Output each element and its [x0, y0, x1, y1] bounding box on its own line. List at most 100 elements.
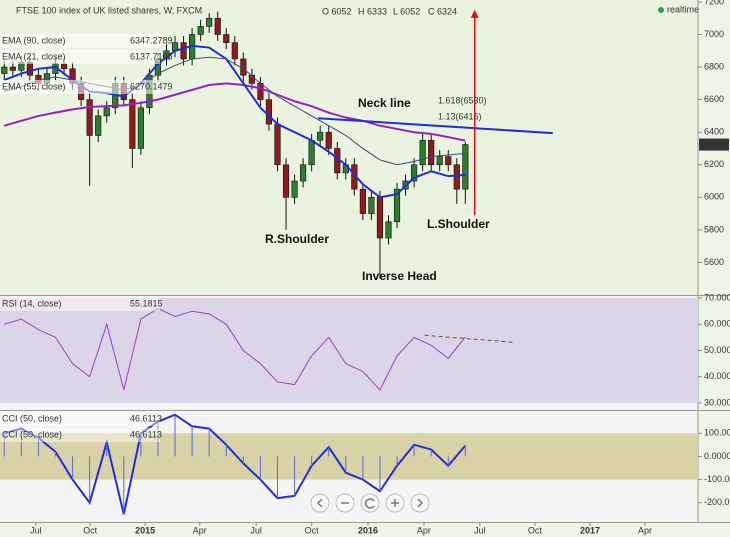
ohlc-summary: O 6052 — [322, 6, 352, 16]
legend-value: 55.1815 — [130, 298, 163, 308]
x-tick-label: 2016 — [358, 525, 378, 535]
x-tick-label: Jul — [30, 525, 42, 535]
candle-body — [206, 17, 213, 27]
y-tick-label: 6000 — [704, 192, 724, 202]
indicator-line — [4, 308, 466, 391]
ohlc-summary: C 6324 — [428, 6, 457, 16]
x-tick-label: Apr — [193, 525, 207, 535]
reset-button[interactable] — [360, 493, 380, 513]
arrow-head — [470, 9, 479, 18]
legend-box — [0, 412, 160, 426]
candle-body — [359, 188, 366, 214]
x-tick-label: Oct — [305, 525, 320, 535]
y-tick-label: 6800 — [704, 61, 724, 71]
candle-body — [265, 99, 273, 125]
legend-box — [0, 80, 160, 94]
y-tick-label: 70.0000 — [704, 292, 730, 302]
candle-body — [411, 164, 418, 182]
x-tick-label: Jul — [250, 525, 262, 535]
y-tick-label: 6600 — [704, 94, 724, 104]
candle-body — [257, 83, 264, 100]
legend-label: RSI (14, close) — [2, 298, 62, 308]
candle-body — [129, 99, 136, 149]
candle-body — [137, 107, 144, 149]
candle-body — [197, 26, 204, 35]
x-tick-label: 2017 — [580, 525, 600, 535]
candle-body — [300, 164, 307, 182]
y-tick-label: 60.0000 — [704, 319, 730, 329]
legend-value: 6347.2789 — [130, 35, 173, 45]
status-label: realtime — [667, 4, 699, 14]
zoom-out-button[interactable] — [335, 493, 355, 513]
annotation: R.Shoulder — [265, 232, 329, 246]
status-dot — [658, 7, 664, 13]
legend-value: 6270.1479 — [130, 81, 173, 91]
candle-body — [445, 156, 452, 166]
legend-box — [0, 428, 160, 442]
price-panel — [0, 0, 698, 295]
y-tick-label: 100.0000 — [704, 428, 730, 438]
legend-box — [0, 50, 160, 64]
price-tag — [699, 138, 729, 151]
candle-body — [376, 197, 384, 239]
y-tick-label: -200.0000 — [704, 497, 730, 507]
candle-body — [308, 140, 315, 166]
y-tick-label: 6400 — [704, 127, 724, 137]
annotation: 1.618(6530) — [438, 95, 487, 105]
indicator-band — [0, 298, 698, 403]
ohlc-summary: L 6052 — [393, 6, 420, 16]
y-tick-label: 7000 — [704, 29, 724, 39]
y-tick-label: 40.0000 — [704, 371, 730, 381]
x-tick-label: Jul — [474, 525, 486, 535]
x-tick-label: Oct — [83, 525, 98, 535]
indicator-line — [3, 82, 466, 142]
y-tick-label: 5600 — [704, 257, 724, 267]
legend-label: CCI (50, close) — [2, 413, 62, 423]
candle-body — [95, 115, 102, 136]
candle-body — [428, 140, 435, 166]
price-tag-label: 6324 — [702, 139, 722, 149]
candle-body — [180, 42, 187, 60]
scroll-left-button[interactable] — [310, 493, 330, 513]
candle-body — [291, 180, 298, 198]
y-tick-label: -100.0000 — [704, 474, 730, 484]
candle-body — [248, 74, 255, 84]
candle-body — [368, 197, 375, 214]
candle-body — [317, 131, 324, 141]
candle-body — [453, 164, 460, 190]
chart-title: FTSE 100 index of UK listed shares, W, F… — [16, 5, 202, 15]
candle-body — [86, 99, 93, 136]
y-tick-label: 30.0000 — [704, 397, 730, 407]
scroll-right-button[interactable] — [410, 493, 430, 513]
candle-body — [9, 66, 16, 71]
x-tick-label: Apr — [638, 525, 652, 535]
y-tick-label: 7200 — [704, 0, 724, 6]
legend-label: EMA (21, close) — [2, 51, 66, 61]
legend-box — [0, 297, 160, 311]
x-tick-label: Oct — [528, 525, 543, 535]
annotation: Neck line — [358, 96, 411, 110]
trendline — [424, 334, 515, 343]
legend-value: 6137.7108 — [130, 51, 173, 61]
annotation: Inverse Head — [362, 269, 437, 283]
y-tick-label: 0.0000 — [704, 451, 730, 461]
candle-body — [385, 221, 392, 239]
legend-label: EMA (55, close) — [2, 81, 66, 91]
candle-body — [60, 63, 68, 70]
legend-box — [0, 34, 160, 48]
zoom-in-button[interactable] — [385, 493, 405, 513]
legend-value: 46.6113 — [130, 413, 162, 423]
bands — [0, 298, 698, 480]
candle-body — [223, 34, 230, 43]
candle-body — [103, 107, 110, 117]
legend-label: EMA (90, close) — [2, 35, 66, 45]
candle-body — [462, 144, 469, 190]
legend-label: CCI (50, close) — [2, 429, 62, 439]
candle-body — [1, 66, 8, 74]
candle-body — [436, 156, 443, 166]
indicator-line — [4, 413, 467, 515]
y-tick-label: 50.0000 — [704, 345, 730, 355]
candle-body — [393, 188, 401, 223]
